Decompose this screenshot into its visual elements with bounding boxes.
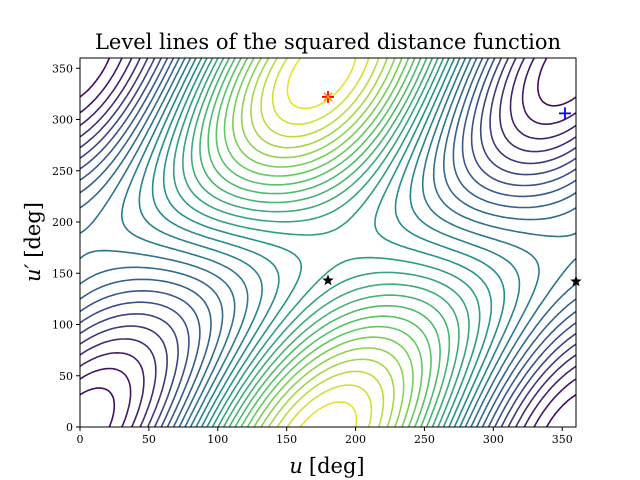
black-star-2-marker bbox=[570, 275, 582, 287]
contour-level-7 bbox=[80, 58, 576, 427]
x-tick-label: 0 bbox=[77, 433, 84, 446]
x-axis-unit: [deg] bbox=[309, 454, 365, 478]
contour-level-20 bbox=[207, 58, 441, 427]
contour-level-2 bbox=[80, 58, 576, 427]
contour-level-12 bbox=[121, 58, 540, 427]
contour-level-9 bbox=[80, 58, 576, 427]
y-tick-label: 200 bbox=[52, 216, 73, 229]
contour-level-14 bbox=[151, 58, 506, 427]
x-tick-label: 250 bbox=[414, 433, 435, 446]
contour-level-27 bbox=[271, 58, 373, 427]
contour-level-21 bbox=[215, 58, 432, 427]
x-tick-label: 150 bbox=[276, 433, 297, 446]
x-axis-label: u [deg] bbox=[289, 454, 364, 478]
y-axis-unit: [deg] bbox=[21, 202, 45, 258]
x-axis-ticks: 0 50 100 150 200 250 300 350 bbox=[77, 427, 573, 446]
contour-level-19 bbox=[199, 58, 451, 427]
contour-level-25 bbox=[250, 58, 395, 427]
y-tick-label: 100 bbox=[52, 319, 73, 332]
y-axis-ticks: 0 50 100 150 200 250 300 350 bbox=[52, 62, 80, 434]
contour-level-15 bbox=[162, 58, 493, 427]
x-tick-label: 50 bbox=[142, 433, 156, 446]
chart-markers bbox=[322, 90, 582, 287]
contour-level-23 bbox=[232, 58, 414, 427]
black-star-1-marker bbox=[322, 274, 334, 286]
contour-level-5 bbox=[80, 58, 576, 427]
x-tick-label: 100 bbox=[207, 433, 228, 446]
x-tick-label: 300 bbox=[483, 433, 504, 446]
contour-level-28 bbox=[286, 58, 358, 427]
y-tick-label: 50 bbox=[59, 370, 73, 383]
x-tick-label: 350 bbox=[552, 433, 573, 446]
contour-level-16 bbox=[172, 58, 481, 427]
orange-x-marker bbox=[323, 92, 333, 102]
contour-level-1 bbox=[80, 58, 576, 427]
y-axis-label: u′ [deg] bbox=[21, 202, 45, 282]
contour-level-11 bbox=[80, 58, 576, 427]
blue-plus-marker bbox=[558, 107, 571, 120]
contour-level-26 bbox=[260, 58, 385, 427]
contour-level-22 bbox=[223, 58, 423, 427]
contour-level-10 bbox=[80, 58, 576, 427]
y-tick-label: 150 bbox=[52, 267, 73, 280]
contour-level-13 bbox=[138, 58, 521, 427]
x-axis-symbol: u bbox=[289, 454, 303, 478]
y-tick-label: 250 bbox=[52, 165, 73, 178]
contour-level-17 bbox=[182, 58, 470, 427]
contour-level-4 bbox=[80, 58, 576, 427]
x-tick-label: 200 bbox=[345, 433, 366, 446]
contour-level-18 bbox=[190, 58, 460, 427]
contour-lines bbox=[80, 58, 576, 427]
y-axis-symbol: u′ bbox=[21, 263, 45, 282]
y-tick-label: 300 bbox=[52, 114, 73, 127]
y-tick-label: 350 bbox=[52, 62, 73, 75]
y-tick-label: 0 bbox=[66, 421, 73, 434]
contour-level-6 bbox=[80, 58, 576, 427]
chart-title: Level lines of the squared distance func… bbox=[95, 30, 561, 54]
contour-level-24 bbox=[240, 58, 405, 427]
plot-frame bbox=[79, 57, 577, 428]
contour-level-8 bbox=[80, 58, 576, 427]
contour-level-3 bbox=[80, 58, 576, 427]
